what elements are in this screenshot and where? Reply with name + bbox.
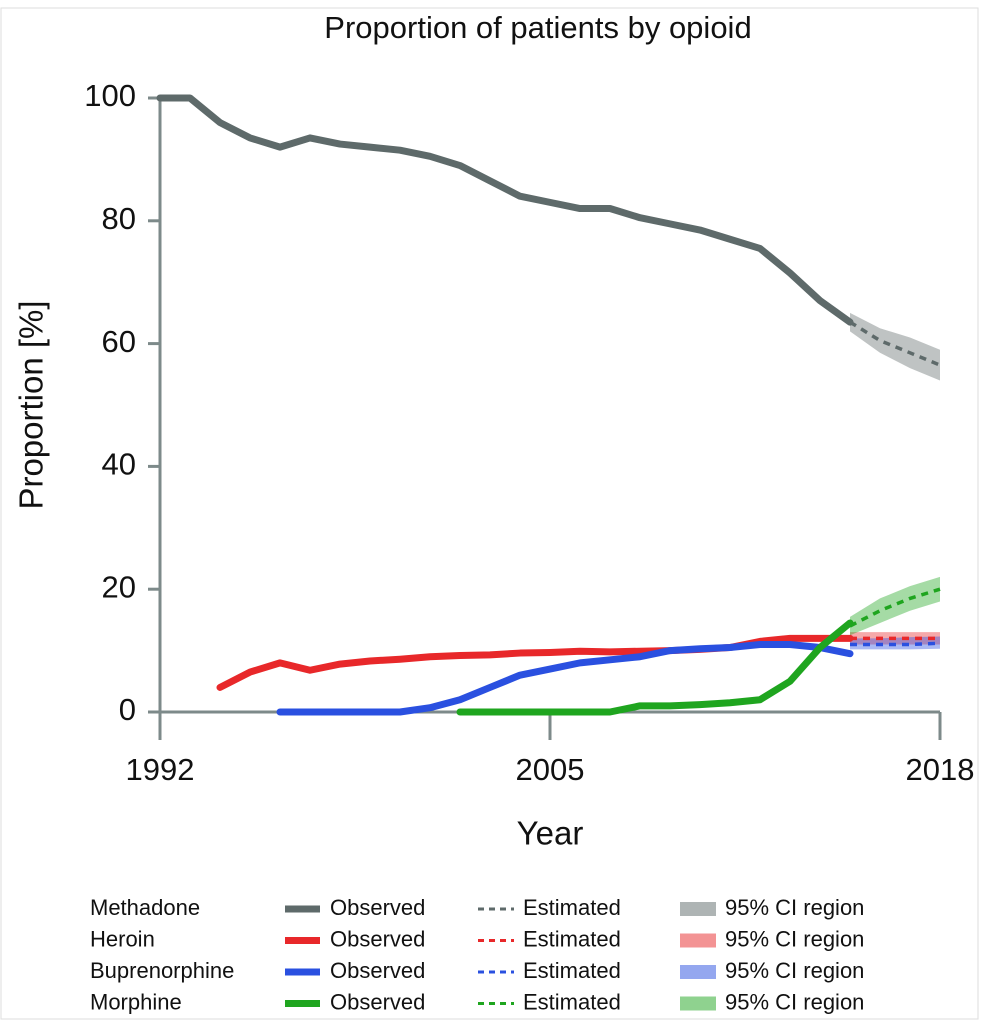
legend-ci-swatch <box>680 996 716 1011</box>
y-axis-label: Proportion [%] <box>13 300 50 509</box>
estimated-line <box>849 587 941 628</box>
legend-label: Estimated <box>523 989 621 1014</box>
observed-line <box>276 640 854 716</box>
legend-label: 95% CI region <box>725 895 864 920</box>
legend-label: 95% CI region <box>725 926 864 951</box>
observed-line <box>456 619 854 716</box>
x-tick-label: 2018 <box>906 752 975 787</box>
legend-label: Estimated <box>523 926 621 951</box>
y-tick-label: 100 <box>84 78 136 113</box>
frame <box>0 7 979 1020</box>
estimated-line <box>850 641 941 647</box>
x-axis-label: Year <box>517 815 584 852</box>
legend-ci-swatch <box>680 933 716 948</box>
y-tick-label: 0 <box>119 692 136 727</box>
legend-label: Estimated <box>523 958 621 983</box>
legend-label: Observed <box>330 926 425 951</box>
ci-band <box>850 576 940 636</box>
legend-label: Estimated <box>523 895 621 920</box>
y-tick-label: 60 <box>102 324 136 359</box>
x-tick-label: 2005 <box>516 752 585 787</box>
legend-ci-swatch <box>680 902 716 916</box>
legend-label: Observed <box>330 895 425 920</box>
legend-series-name: Buprenorphine <box>90 958 234 983</box>
chart-title: Proportion of patients by opioid <box>324 10 751 45</box>
legend-ci-swatch <box>680 965 716 979</box>
y-tick-label: 40 <box>102 447 136 482</box>
ci-band <box>850 312 940 381</box>
legend-series-name: Methadone <box>90 895 200 920</box>
observed-line <box>156 94 854 326</box>
legend-label: 95% CI region <box>725 958 864 983</box>
x-tick-label: 1992 <box>126 752 195 787</box>
legend-series-name: Morphine <box>90 989 182 1014</box>
legend-series-name: Heroin <box>90 926 155 951</box>
y-tick-label: 20 <box>102 569 136 604</box>
legend-label: Observed <box>330 958 425 983</box>
legend-label: Observed <box>330 989 425 1014</box>
y-tick-label: 80 <box>102 201 136 236</box>
estimated-line <box>849 320 941 367</box>
legend-label: 95% CI region <box>725 989 864 1014</box>
